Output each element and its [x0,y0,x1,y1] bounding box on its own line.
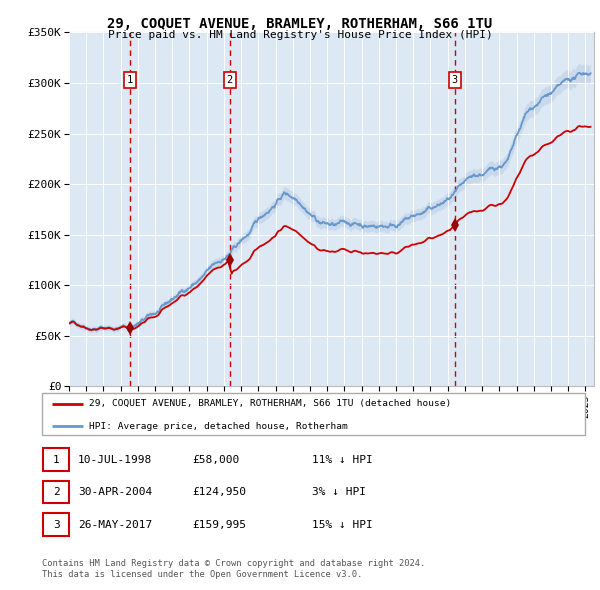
Text: 3: 3 [451,76,458,85]
FancyBboxPatch shape [43,481,70,503]
Text: £124,950: £124,950 [192,487,246,497]
Text: 2: 2 [226,76,233,85]
Text: 15% ↓ HPI: 15% ↓ HPI [312,520,373,529]
Text: 3: 3 [53,520,60,529]
Text: HPI: Average price, detached house, Rotherham: HPI: Average price, detached house, Roth… [89,422,348,431]
Text: 10-JUL-1998: 10-JUL-1998 [78,455,152,464]
Text: 30-APR-2004: 30-APR-2004 [78,487,152,497]
Text: £58,000: £58,000 [192,455,239,464]
FancyBboxPatch shape [42,393,585,435]
FancyBboxPatch shape [43,448,70,471]
Text: 26-MAY-2017: 26-MAY-2017 [78,520,152,529]
Text: Price paid vs. HM Land Registry's House Price Index (HPI): Price paid vs. HM Land Registry's House … [107,30,493,40]
Text: 29, COQUET AVENUE, BRAMLEY, ROTHERHAM, S66 1TU: 29, COQUET AVENUE, BRAMLEY, ROTHERHAM, S… [107,17,493,31]
Text: 3% ↓ HPI: 3% ↓ HPI [312,487,366,497]
Text: £159,995: £159,995 [192,520,246,529]
Text: 29, COQUET AVENUE, BRAMLEY, ROTHERHAM, S66 1TU (detached house): 29, COQUET AVENUE, BRAMLEY, ROTHERHAM, S… [89,399,451,408]
Text: 1: 1 [53,455,60,464]
FancyBboxPatch shape [43,513,70,536]
Text: 11% ↓ HPI: 11% ↓ HPI [312,455,373,464]
Text: Contains HM Land Registry data © Crown copyright and database right 2024.
This d: Contains HM Land Registry data © Crown c… [42,559,425,579]
Text: 2: 2 [53,487,60,497]
Text: 1: 1 [127,76,133,85]
